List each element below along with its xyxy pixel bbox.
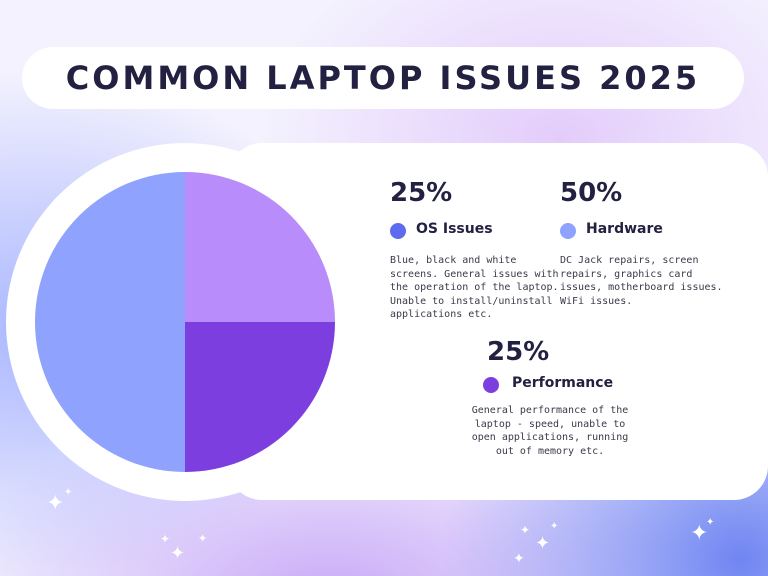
sparkle-icon: ✦ (370, 165, 377, 174)
description-line: General performance of the (471, 405, 629, 416)
description-line: open applications, running (471, 432, 629, 443)
sparkle-icon: ✦ (535, 533, 551, 554)
description-line: laptop - speed, unable to (474, 418, 626, 430)
description-line: applications etc. (390, 309, 493, 320)
stat-description: General performance of the laptop - spee… (462, 404, 638, 458)
sparkle-icon: ✦ (550, 521, 559, 532)
stat-description: DC Jack repairs, screen repairs, graphic… (560, 254, 735, 308)
sparkle-icon: ✦ (64, 487, 73, 498)
description-line: DC Jack repairs, screen (560, 255, 699, 266)
sparkle-icon: ✦ (702, 315, 714, 331)
sparkle-icon: ✦ (513, 551, 525, 567)
description-line: the operation of the laptop. (390, 282, 559, 293)
legend-dot-os-issues (390, 223, 406, 239)
sparkle-icon: ✦ (706, 517, 715, 528)
description-line: repairs, graphics card (560, 268, 693, 280)
sparkle-icon: ✦ (358, 168, 372, 187)
sparkle-icon: ✦ (341, 453, 353, 469)
sparkle-icon: ✦ (170, 543, 186, 564)
pie-chart (35, 172, 335, 472)
pie-slice-performance (185, 322, 335, 472)
description-line: Blue, black and white (390, 255, 517, 266)
description-line: Unable to install/uninstall (390, 295, 553, 307)
legend-dot-hardware (560, 223, 576, 239)
stat-percent: 25% (487, 337, 550, 367)
stat-description: Blue, black and white screens. General i… (390, 254, 560, 322)
sparkle-icon: ✦ (690, 521, 709, 546)
pie-slice-os-issues (185, 172, 335, 322)
legend-dot-performance (483, 377, 499, 393)
stat-percent: 25% (390, 178, 453, 208)
page-title: COMMON LAPTOP ISSUES 2025 (65, 59, 701, 97)
pie-slice-hardware (35, 172, 185, 472)
sparkle-icon: ✦ (160, 532, 171, 546)
stat-label: Hardware (586, 221, 663, 237)
description-line: screens. General issues with (390, 268, 559, 280)
title-banner: COMMON LAPTOP ISSUES 2025 (22, 47, 744, 109)
stat-label: OS Issues (416, 221, 493, 237)
stat-percent: 50% (560, 178, 623, 208)
description-line: issues, motherboard issues. (560, 282, 723, 293)
stat-label: Performance (512, 375, 614, 391)
sparkle-icon: ✦ (520, 523, 531, 537)
sparkle-icon: ✦ (46, 491, 65, 516)
sparkle-icon: ✦ (198, 532, 208, 545)
description-line: out of memory etc. (495, 445, 605, 457)
description-line: WiFi issues. (560, 295, 633, 307)
